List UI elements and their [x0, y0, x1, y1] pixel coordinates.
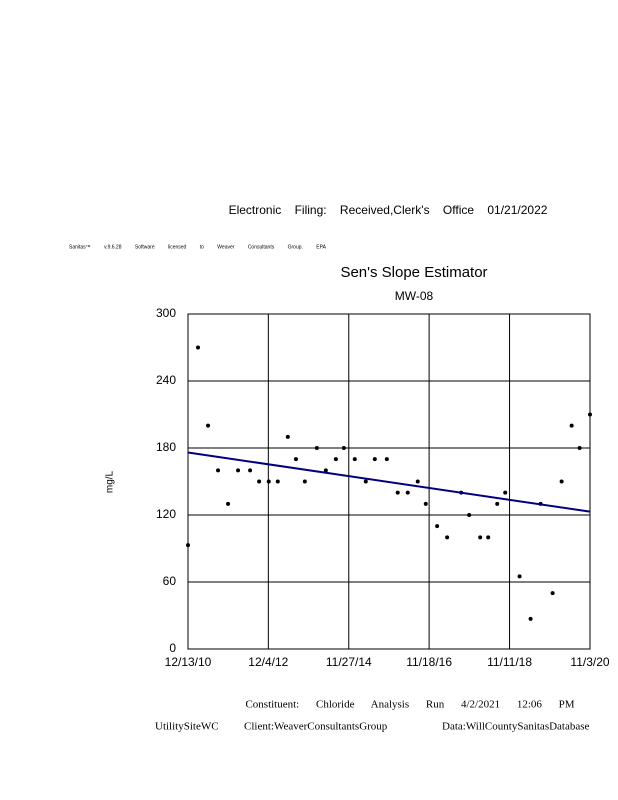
data-point — [236, 468, 241, 473]
run-info: Constituent: Chloride Analysis Run 4/2/2… — [245, 699, 574, 711]
data-point — [302, 479, 307, 484]
data-point — [314, 446, 319, 450]
data-point — [363, 479, 368, 484]
data-point — [341, 446, 346, 450]
data-point — [266, 479, 271, 484]
data-point — [206, 423, 211, 428]
data-point — [285, 434, 290, 439]
data-point — [405, 490, 410, 495]
chart-subtitle: MW-08 — [395, 289, 434, 303]
data-point — [293, 457, 298, 462]
y-tick-label: 300 — [156, 306, 176, 320]
data-point — [528, 616, 533, 621]
x-tick-label: 12/13/10 — [165, 655, 212, 669]
plot-frame — [187, 313, 591, 650]
trend-line — [187, 451, 591, 513]
data-point — [478, 535, 483, 540]
x-tick-label: 11/18/16 — [406, 655, 452, 669]
data-point — [248, 468, 253, 473]
software-note: Sanitas™ v.9.6.28 Software licensed to W… — [69, 244, 327, 250]
data-point — [517, 574, 522, 579]
y-tick-label: 180 — [156, 440, 176, 454]
data-point — [423, 501, 428, 506]
y-tick-label: 60 — [163, 574, 177, 588]
y-tick-label: 0 — [169, 641, 176, 655]
data-point — [467, 513, 472, 517]
data-point — [550, 591, 555, 596]
database: Data:WillCountySanitasDatabase — [442, 721, 590, 733]
data-point — [275, 479, 280, 484]
site: UtilitySiteWC — [155, 721, 219, 733]
chart-title: Sen's Slope Estimator — [340, 264, 487, 281]
data-point — [445, 535, 450, 540]
data-point — [196, 345, 201, 350]
data-point — [395, 490, 400, 495]
x-tick-label: 11/3/20 — [570, 655, 609, 669]
data-point — [384, 457, 389, 462]
data-point — [486, 535, 491, 540]
x-tick-label: 12/4/12 — [248, 655, 288, 669]
data-point — [216, 468, 221, 473]
data-point — [559, 479, 564, 484]
y-axis-label: mg/L — [105, 470, 116, 493]
data-point — [372, 457, 377, 462]
data-point — [503, 490, 508, 495]
data-point — [226, 501, 231, 506]
client: Client:WeaverConsultantsGroup — [244, 721, 388, 733]
x-tick-label: 11/11/18 — [487, 655, 532, 669]
data-point — [495, 501, 500, 506]
data-point — [186, 543, 190, 548]
filing-header: Electronic Filing: Received,Clerk's Offi… — [229, 203, 548, 217]
data-point — [569, 423, 574, 428]
data-point — [577, 446, 582, 450]
data-point — [352, 457, 357, 462]
y-tick-label: 120 — [156, 507, 176, 521]
data-point — [435, 524, 440, 529]
data-point — [588, 412, 592, 417]
data-point — [333, 457, 338, 462]
data-point — [415, 479, 420, 484]
data-point — [323, 468, 328, 473]
x-tick-label: 11/27/14 — [326, 655, 372, 669]
y-tick-label: 240 — [156, 373, 176, 387]
data-point — [257, 479, 262, 484]
